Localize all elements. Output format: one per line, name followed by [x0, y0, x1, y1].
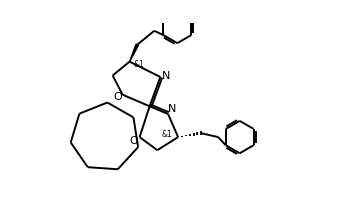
Text: &1: &1	[162, 129, 173, 138]
Text: O: O	[129, 135, 138, 145]
Text: N: N	[168, 103, 176, 113]
Text: O: O	[113, 92, 122, 102]
Text: &1: &1	[134, 59, 144, 68]
Polygon shape	[130, 45, 138, 62]
Text: N: N	[162, 71, 170, 81]
